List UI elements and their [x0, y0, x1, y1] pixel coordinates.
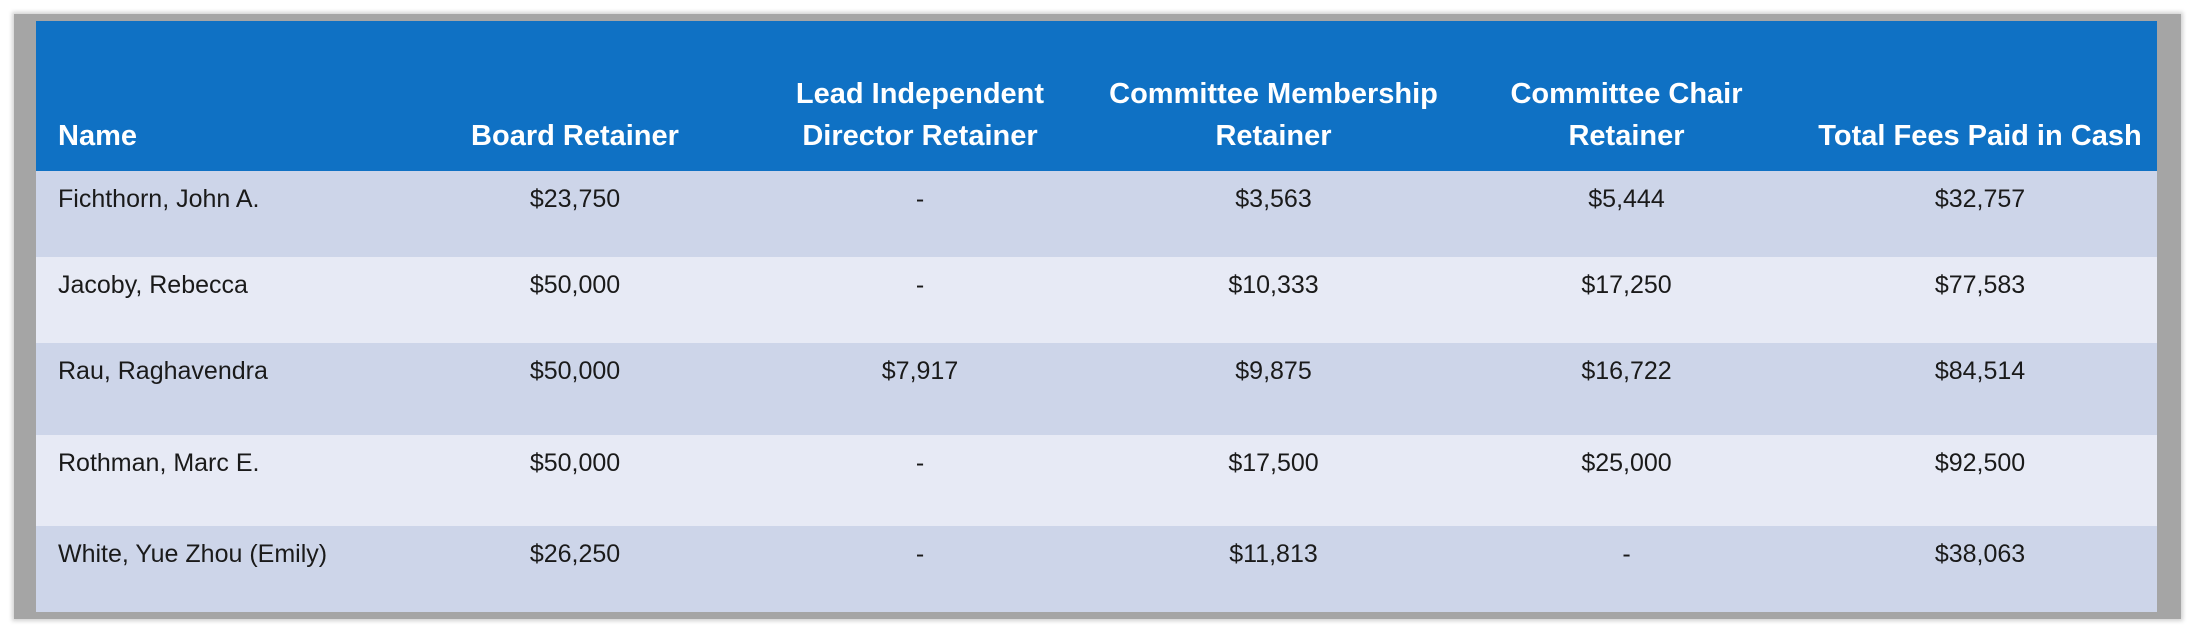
- cell-committee-chair-retainer: $16,722: [1581, 357, 1672, 385]
- table-row: Rothman, Marc E. $50,000 - $17,500 $25,0…: [36, 435, 2157, 526]
- cell-total-fees: $84,514: [1934, 357, 2026, 385]
- cell-committee-membership-retainer: $11,813: [1229, 540, 1318, 568]
- cell-total-fees: $38,063: [1934, 540, 2026, 568]
- cell-board-retainer: $50,000: [529, 271, 621, 299]
- cell-name: Rau, Raghavendra: [58, 357, 268, 385]
- table-row: White, Yue Zhou (Emily) $26,250 - $11,81…: [36, 526, 2157, 612]
- cell-lead-director-retainer: -: [915, 271, 925, 299]
- cell-committee-chair-retainer: $25,000: [1581, 449, 1672, 477]
- table-header-row: Name Board Retainer Lead Independent Dir…: [36, 21, 2157, 171]
- cell-committee-chair-retainer: $5,444: [1588, 185, 1665, 213]
- cell-committee-membership-retainer: $17,500: [1228, 449, 1319, 477]
- cell-total-fees: $92,500: [1934, 449, 2026, 477]
- cell-name: Jacoby, Rebecca: [58, 271, 248, 299]
- table-row: Rau, Raghavendra $50,000 $7,917 $9,875 $…: [36, 343, 2157, 435]
- cell-committee-membership-retainer: $10,333: [1228, 271, 1319, 299]
- cell-name: White, Yue Zhou (Emily): [58, 540, 328, 568]
- cell-board-retainer: $50,000: [529, 449, 621, 477]
- header-board-retainer: Board Retainer: [407, 21, 743, 171]
- cell-committee-membership-retainer: $3,563: [1235, 185, 1312, 213]
- cell-board-retainer: $50,000: [529, 357, 621, 385]
- header-total-fees-paid-in-cash: Total Fees Paid in Cash: [1803, 21, 2157, 171]
- cell-lead-director-retainer: -: [915, 449, 925, 477]
- header-lead-independent-director-retainer: Lead Independent Director Retainer: [743, 21, 1097, 171]
- cell-total-fees: $32,757: [1934, 185, 2026, 213]
- header-committee-chair-retainer: Committee Chair Retainer: [1450, 21, 1803, 171]
- table-row: Fichthorn, John A. $23,750 - $3,563 $5,4…: [36, 171, 2157, 257]
- cell-name: Fichthorn, John A.: [58, 185, 260, 213]
- cell-lead-director-retainer: -: [915, 185, 925, 213]
- table-row: Jacoby, Rebecca $50,000 - $10,333 $17,25…: [36, 257, 2157, 343]
- cell-board-retainer: $23,750: [529, 185, 621, 213]
- cell-name: Rothman, Marc E.: [58, 449, 260, 477]
- cell-lead-director-retainer: $7,917: [881, 357, 959, 385]
- table-frame: Name Board Retainer Lead Independent Dir…: [14, 14, 2181, 619]
- cell-committee-membership-retainer: $9,875: [1235, 357, 1312, 385]
- director-fees-table: Name Board Retainer Lead Independent Dir…: [36, 21, 2157, 612]
- header-committee-membership-retainer: Committee Membership Retainer: [1097, 21, 1450, 171]
- cell-committee-chair-retainer: $17,250: [1581, 271, 1672, 299]
- cell-lead-director-retainer: -: [915, 540, 925, 568]
- cell-total-fees: $77,583: [1934, 271, 2026, 299]
- cell-committee-chair-retainer: -: [1622, 540, 1631, 568]
- cell-board-retainer: $26,250: [529, 540, 621, 568]
- header-name: Name: [36, 21, 407, 171]
